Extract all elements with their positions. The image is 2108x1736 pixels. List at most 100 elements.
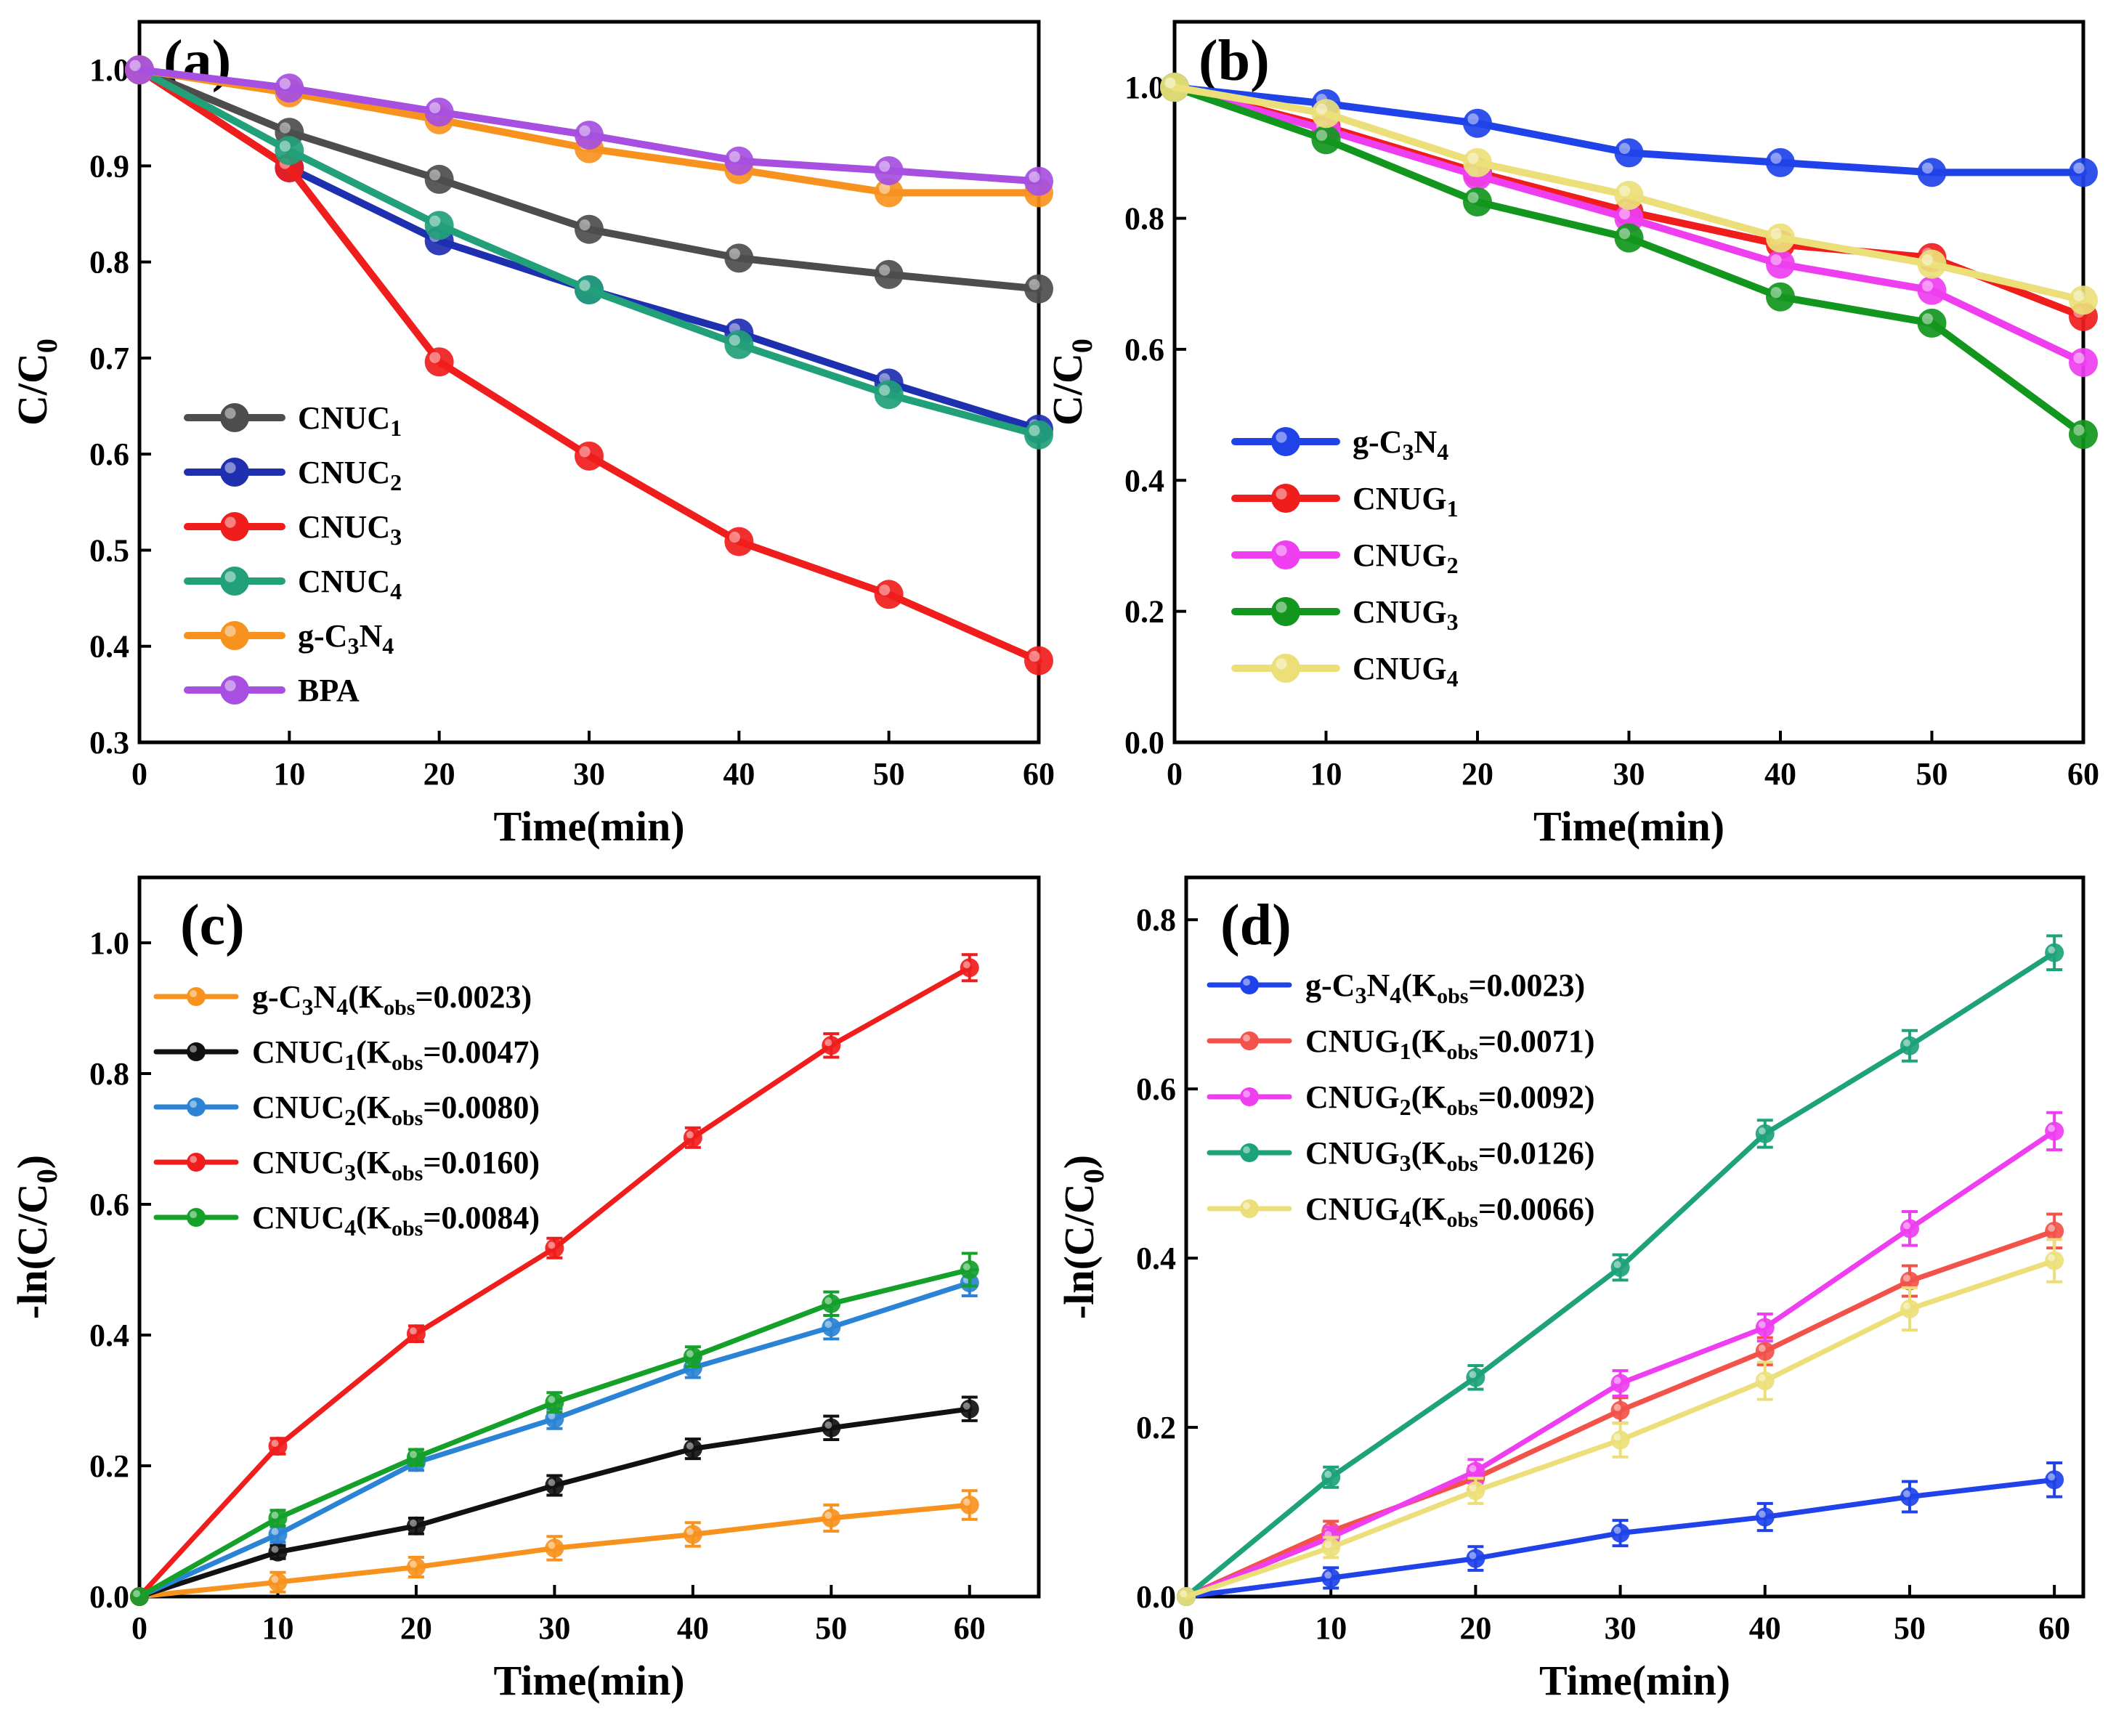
data-point <box>1900 1299 1919 1318</box>
y-axis-title: -ln(C/C0) <box>1055 1155 1110 1319</box>
x-tick-label: 40 <box>677 1610 709 1646</box>
x-tick-label: 30 <box>1605 1610 1637 1646</box>
data-point <box>1321 1568 1341 1588</box>
x-tick-label: 60 <box>2067 756 2099 792</box>
legend-item: g-C3N4 <box>184 618 394 659</box>
data-point <box>1614 138 1644 168</box>
legend-swatch-marker <box>187 1042 206 1061</box>
legend-label: CNUC2(Kobs=0.0080) <box>252 1090 540 1130</box>
legend-swatch-marker <box>1240 1143 1259 1162</box>
legend-label: CNUG3(Kobs=0.0126) <box>1305 1135 1595 1176</box>
data-point-highlight <box>271 1528 279 1536</box>
data-point <box>545 1409 564 1429</box>
legend-swatch-marker <box>1240 1199 1259 1218</box>
data-point-highlight <box>1316 129 1328 141</box>
data-point <box>424 347 454 377</box>
data-point-highlight <box>279 78 291 89</box>
legend-swatch-highlight <box>190 1211 198 1219</box>
data-point-highlight <box>962 1402 970 1410</box>
legend-swatch-highlight <box>190 1045 198 1053</box>
data-point-highlight <box>1921 313 1934 325</box>
data-point-highlight <box>1903 1490 1911 1498</box>
series-g-C3N4 <box>130 1489 979 1606</box>
legend-item: CNUC4(Kobs=0.0084) <box>153 1200 540 1241</box>
series-CNUG3 <box>1160 73 2098 450</box>
data-point-highlight <box>133 1590 141 1598</box>
data-point <box>2069 158 2098 187</box>
y-tick-label: 0.4 <box>1136 1241 1176 1276</box>
data-point <box>1917 275 1947 305</box>
legend-swatch-highlight <box>1243 1202 1251 1210</box>
data-point <box>1466 1549 1485 1568</box>
legend-label: CNUC4(Kobs=0.0084) <box>252 1200 540 1241</box>
data-point-highlight <box>879 384 891 396</box>
data-point-highlight <box>548 1241 556 1249</box>
data-point <box>1900 1271 1919 1291</box>
data-point <box>424 211 454 240</box>
data-point <box>575 121 604 150</box>
data-point <box>960 1496 979 1514</box>
y-tick-label: 1.0 <box>89 925 129 961</box>
data-point <box>960 958 979 978</box>
legend-swatch-marker <box>1271 484 1300 513</box>
legend-label: CNUC3(Kobs=0.0160) <box>252 1145 540 1185</box>
data-point <box>683 1128 702 1148</box>
data-point <box>874 156 904 186</box>
x-axis-title: Time(min) <box>1539 1657 1730 1704</box>
data-point-highlight <box>1164 77 1176 89</box>
legend-swatch-marker <box>1240 1087 1259 1106</box>
data-point <box>724 243 754 273</box>
data-point-highlight <box>579 219 591 231</box>
legend-label: CNUC2 <box>298 455 402 495</box>
legend-swatch-highlight <box>1276 601 1287 613</box>
data-point <box>1917 158 1947 187</box>
legend-swatch-highlight <box>190 1100 198 1108</box>
y-tick-label: 0.2 <box>1124 594 1164 630</box>
data-point-highlight <box>962 1263 970 1271</box>
legend-swatch-highlight <box>1276 658 1287 670</box>
x-tick-label: 0 <box>131 756 147 792</box>
data-point <box>1900 1036 1919 1055</box>
data-point-highlight <box>548 1395 556 1403</box>
legend-label: CNUG3 <box>1353 594 1459 635</box>
data-point-highlight <box>686 1442 694 1450</box>
data-point-highlight <box>879 182 891 195</box>
data-point <box>1024 166 1053 196</box>
legend-label: CNUG4 <box>1353 651 1459 691</box>
data-point-highlight <box>1029 279 1040 291</box>
legend-label: g-C3N4 <box>1353 424 1448 465</box>
x-tick-label: 50 <box>1916 756 1948 792</box>
data-point <box>2045 1470 2064 1490</box>
data-point <box>1466 1461 1485 1481</box>
panel-a-degradation-cnuc: 0 10 20 30 40 50 60 0.3 0.4 0.5 0.6 0.7 0.8 0.9 1.0 Tim… <box>9 20 1055 850</box>
series-CNUG4 <box>1160 73 2098 315</box>
x-axis-title: Time(min) <box>493 803 684 850</box>
data-point <box>874 178 904 208</box>
legend-swatch-highlight <box>1276 488 1287 500</box>
data-point <box>406 1516 426 1536</box>
data-point <box>874 380 904 410</box>
y-tick-label: 0.3 <box>89 725 129 760</box>
legend-swatch-highlight <box>1243 1090 1251 1098</box>
legend-item: CNUC3(Kobs=0.0160) <box>153 1145 540 1185</box>
data-point <box>2045 1251 2064 1270</box>
x-axis-title: Time(min) <box>493 1657 684 1704</box>
legend-item: CNUC2 <box>184 455 402 495</box>
data-point <box>1024 274 1053 304</box>
y-axis-title: C/C0 <box>1044 338 1098 426</box>
data-point <box>1463 187 1492 216</box>
legend-item: CNUG4 <box>1231 651 1459 691</box>
y-tick-label: 0.8 <box>1124 201 1164 237</box>
x-tick-label: 20 <box>1462 756 1493 792</box>
data-point-highlight <box>824 1297 832 1305</box>
data-point <box>1463 147 1492 177</box>
data-point-highlight <box>879 584 891 596</box>
x-tick-label: 50 <box>815 1610 847 1646</box>
data-point-highlight <box>410 1451 417 1459</box>
legend-item: CNUC1 <box>184 400 402 441</box>
data-point <box>545 1238 564 1258</box>
data-point-highlight <box>1770 228 1782 240</box>
data-point-highlight <box>1613 1433 1621 1441</box>
data-point <box>1321 1467 1341 1487</box>
data-point-highlight <box>729 151 740 163</box>
